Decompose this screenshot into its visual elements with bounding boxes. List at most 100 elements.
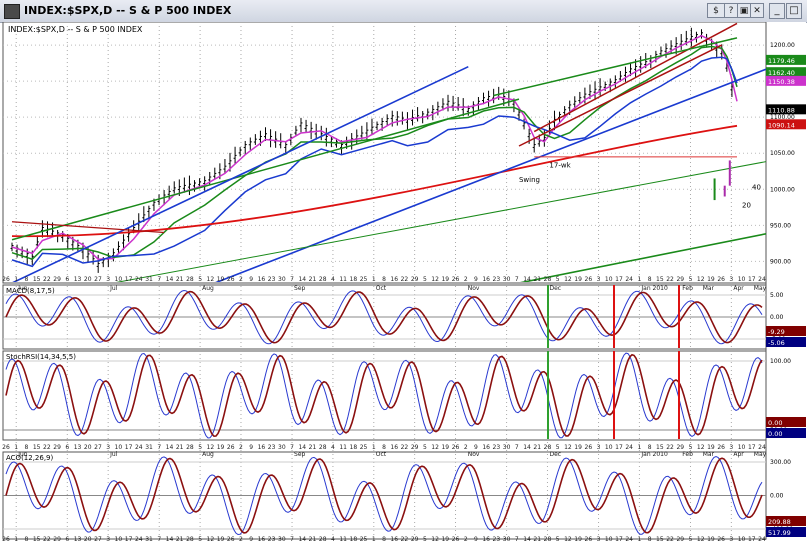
x-tick-label: 23 [493,444,501,451]
x-tick-label: 9 [249,444,253,451]
stochrsi-slow-line [5,353,763,438]
month-label: Sep [294,285,306,292]
month-label: Aug [202,285,214,292]
x-tick-label: 5 [423,276,427,283]
month-label: Nov [468,451,480,458]
aco-fast-line [5,455,763,536]
x-tick-label: 27 [94,536,102,543]
x-axis-row: 26 1 8 15 22 29 6 13 20 27 3 10 17 24 31 7 14 21 28 5 12 19 26… [2,444,766,451]
x-tick-label: 12 [697,444,705,451]
macd-panel [3,285,766,348]
price-tag-bg [766,104,806,115]
aco-tag: 209.88 [768,518,791,526]
x-tick-label: 5 [689,536,693,543]
x-tick-label: 16 [482,276,490,283]
macd-tag: -5.06 [768,339,785,347]
x-tick-label: 30 [278,276,286,283]
x-tick-label: 10 [115,276,123,283]
title-bar[interactable]: INDEX:$SPX,D -- S & P 500 INDEX $ ? ▣ ✕ … [0,0,807,23]
x-tick-label: 12 [697,536,705,543]
price-tag-bg [766,54,806,65]
price-tag-bg [766,67,806,78]
ma-mid-line [11,45,738,261]
x-tick-label: 31 [145,444,153,451]
x-tick-label: 22 [43,276,51,283]
annotation-17wk: 17-wk [549,162,571,170]
x-tick-label: 18 [350,536,358,543]
x-tick-label: 9 [249,536,253,543]
x-tick-label: 10 [605,444,613,451]
help-button[interactable]: ? [724,3,738,18]
x-tick-label: 15 [33,536,41,543]
x-tick-label: 28 [319,444,327,451]
month-label: Jun [17,285,28,292]
x-tick-label: 2 [239,536,243,543]
minimize-icon[interactable]: _ [769,3,785,19]
price-tag: 1110.88 [768,106,795,114]
x-tick-label: 20 [84,536,92,543]
x-tick-label: 8 [648,536,652,543]
x-tick-label: 15 [33,276,41,283]
macd-tag-bg [766,326,806,336]
x-tick-label: 2 [464,444,468,451]
x-tick-label: 7 [290,536,294,543]
price-panel [10,22,766,282]
x-tick-label: 29 [676,536,684,543]
price-tag: 1090.14 [768,121,795,129]
x-tick-label: 18 [350,444,358,451]
x-tick-label: 10 [738,276,746,283]
x-tick-label: 3 [597,536,601,543]
month-label: May [754,285,767,292]
x-tick-label: 11 [339,276,347,283]
x-tick-label: 28 [544,444,552,451]
x-tick-label: 3 [597,444,601,451]
x-tick-label: 26 [585,276,593,283]
aco-panel [3,455,766,536]
x-tick-label: 19 [574,276,582,283]
x-tick-label: 26 [2,444,10,451]
month-label: Jul [109,451,118,458]
x-tick-label: 22 [666,276,674,283]
aco-tag: 517.99 [768,529,791,537]
x-tick-label: 19 [707,536,715,543]
x-tick-label: 26 [452,444,460,451]
x-tick-label: 12 [697,276,705,283]
x-tick-label: 26 [452,536,460,543]
x-tick-label: 14 [523,444,531,451]
month-label: Oct [376,451,387,458]
chart-close-button[interactable]: ✕ [750,3,764,18]
app-icon [4,4,20,19]
x-tick-label: 30 [278,536,286,543]
maximize-icon[interactable]: □ [786,3,802,19]
x-tick-label: 8 [382,444,386,451]
x-tick-label: 19 [217,536,225,543]
x-tick-label: 21 [533,276,541,283]
x-tick-label: 14 [166,444,174,451]
price-tag: 1150.38 [768,78,795,86]
month-label: Aug [202,451,214,458]
x-tick-label: 9 [474,536,478,543]
x-tick-label: 10 [605,536,613,543]
month-label: Feb [682,285,693,292]
month-row: Jun Jul Aug Sep Oct Nov Dec Jan 2010 Feb Mar Apr Ma… [17,285,766,292]
x-tick-label: 9 [474,444,478,451]
month-label: Feb [682,451,693,458]
x-tick-label: 2 [464,536,468,543]
x-tick-label: 2 [239,444,243,451]
x-tick-label: 10 [115,444,123,451]
month-label: Mar [703,285,715,292]
trendline [11,98,520,241]
panel-button[interactable]: ▣ [737,3,751,18]
price-tag: 1179.46 [768,57,795,65]
x-tick-label: 26 [227,276,235,283]
x-tick-label: 7 [515,276,519,283]
trendline [116,161,766,282]
price-tag-bg [766,75,806,86]
x-tick-label: 24 [135,276,143,283]
x-tick-label: 12 [207,444,215,451]
x-tick-label: 7 [515,444,519,451]
dollar-button[interactable]: $ [707,3,725,18]
x-tick-label: 26 [227,444,235,451]
x-tick-label: 19 [574,536,582,543]
